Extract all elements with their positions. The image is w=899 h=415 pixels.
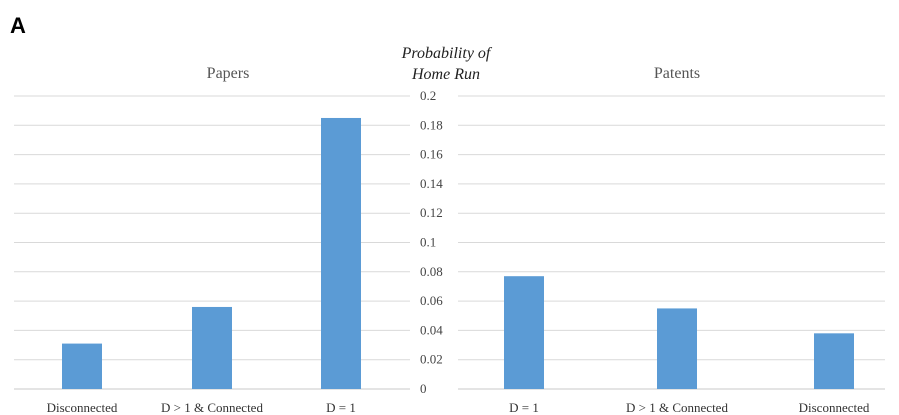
y-tick-label: 0.18: [420, 117, 443, 132]
y-tick-label: 0.16: [420, 147, 443, 162]
patents-title: Patents: [654, 65, 700, 82]
y-tick-label: 0.06: [420, 293, 443, 308]
patents-bar: [814, 333, 854, 389]
y-axis-title-line2: Home Run: [411, 66, 480, 83]
papers-bars: [62, 117, 361, 389]
panel-letter: A: [10, 13, 26, 38]
patents-category-label: Disconnected: [799, 400, 870, 415]
patents-category-label: D = 1: [509, 400, 539, 415]
papers-title: Papers: [207, 65, 250, 82]
papers-category-labels: Disconnected D > 1 & Connected D = 1: [47, 400, 356, 415]
papers-bar: [192, 306, 232, 389]
papers-category-label: D = 1: [326, 400, 356, 415]
y-tick-label: 0.04: [420, 322, 443, 337]
y-tick-label: 0.2: [420, 88, 436, 103]
y-tick-label: 0.1: [420, 235, 436, 250]
patents-bar: [657, 308, 697, 389]
papers-bar: [321, 117, 361, 389]
patents-category-label: D > 1 & Connected: [626, 400, 728, 415]
papers-category-label: D > 1 & Connected: [161, 400, 263, 415]
y-tick-label: 0.12: [420, 205, 443, 220]
patents-bars: [504, 276, 854, 389]
y-tick-label: 0: [420, 381, 427, 396]
papers-bar: [62, 343, 102, 389]
patents-bar: [504, 276, 544, 389]
patents-category-labels: D = 1 D > 1 & Connected Disconnected: [509, 400, 870, 415]
gridlines: [14, 95, 885, 390]
y-tick-label: 0.14: [420, 176, 443, 191]
y-tick-label: 0.02: [420, 352, 443, 367]
y-tick-label: 0.08: [420, 264, 443, 279]
y-axis-title-line1: Probability of: [401, 45, 493, 62]
papers-category-label: Disconnected: [47, 400, 118, 415]
y-tick-labels: 0 0.02 0.04 0.06 0.08 0.1 0.12 0.14 0.16 0.18 0.2: [420, 88, 443, 396]
